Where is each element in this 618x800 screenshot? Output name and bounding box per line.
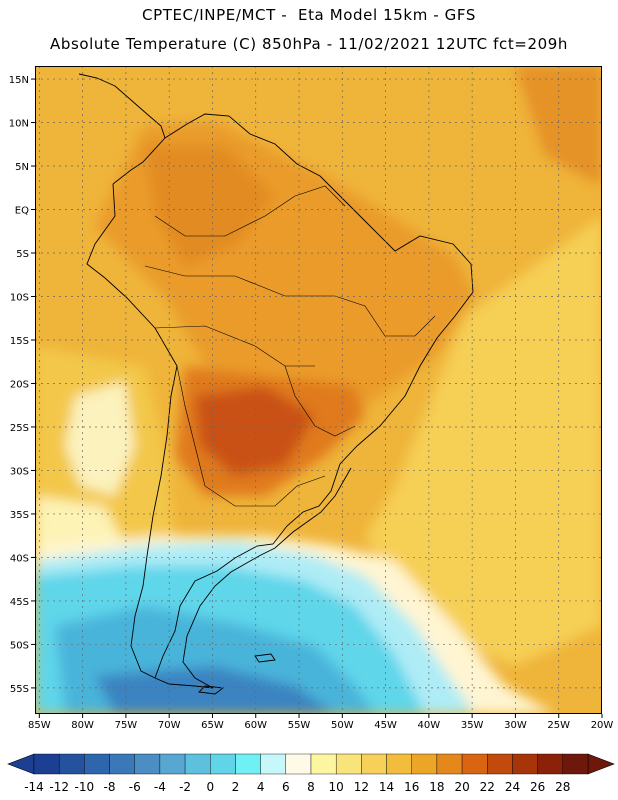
lon-tick-label: 70W (158, 720, 181, 731)
lon-tick-label: 60W (244, 720, 267, 731)
colorbar-label: 22 (480, 780, 495, 794)
colorbar-swatch (562, 753, 589, 775)
lon-tick-label: 55W (288, 720, 311, 731)
temperature-field (35, 66, 602, 714)
lat-tick-label: 35S (10, 510, 29, 521)
colorbar-label: -6 (129, 780, 141, 794)
lat-tick-label: 5N (15, 162, 29, 173)
graticule (35, 66, 602, 714)
colorbar-label: 14 (379, 780, 394, 794)
border-northern (154, 185, 346, 237)
colorbar-label: 26 (530, 780, 545, 794)
lat-tick-label: 45S (10, 597, 29, 608)
lon-tick-label: 85W (28, 720, 51, 731)
borders (144, 185, 436, 507)
lat-tick-label: 15S (10, 336, 29, 347)
coastline-central-america (78, 73, 166, 139)
lon-tick-label: 20W (591, 720, 614, 731)
colorbar-label: -12 (49, 780, 69, 794)
colorbar-label: 24 (505, 780, 520, 794)
colorbar-high-arrow (587, 753, 615, 775)
map-frame (35, 66, 602, 714)
colorbar-label: 20 (454, 780, 469, 794)
colorbar-label: 16 (404, 780, 419, 794)
lon-tick-label: 50W (331, 720, 354, 731)
colorbar-swatch (33, 753, 60, 775)
colorbar-swatch (361, 753, 387, 775)
colorbar-label: -4 (154, 780, 166, 794)
field-atlantic-warm (365, 216, 602, 666)
colorbar-label: 28 (555, 780, 570, 794)
lon-tick-label: 35W (461, 720, 484, 731)
lat-tick-label: 25S (10, 423, 29, 434)
colorbar-swatch (335, 753, 362, 775)
lat-tick-label: 15N (9, 75, 29, 86)
lon-tick-label: 75W (115, 720, 138, 731)
colorbar-label: -14 (24, 780, 44, 794)
lon-tick-label: 25W (547, 720, 570, 731)
lat-tick-label: EQ (15, 206, 29, 217)
colorbar-swatch (310, 753, 337, 775)
colorbar-low-arrow (7, 753, 35, 775)
colorbar-swatch (386, 753, 412, 775)
colorbar-label: 18 (429, 780, 444, 794)
colorbar-swatch (109, 753, 135, 775)
colorbar-swatch (210, 753, 236, 775)
colorbar-label: 6 (282, 780, 290, 794)
lon-tick-label: 40W (418, 720, 441, 731)
lat-tick-label: 40S (10, 553, 29, 564)
colorbar-swatch (285, 753, 312, 775)
colorbar-label: 10 (329, 780, 344, 794)
colorbar-swatch (184, 753, 211, 775)
colorbar-label: 8 (307, 780, 315, 794)
lat-tick-label: 5S (16, 249, 29, 260)
border-peru-brazil (144, 265, 335, 297)
colorbar-swatch (411, 753, 438, 775)
lat-tick-label: 20S (10, 379, 29, 390)
colorbar-swatch (134, 753, 161, 775)
coastline-falklands (254, 653, 276, 663)
border-paraguay (284, 365, 356, 437)
lat-tick-label: 30S (10, 466, 29, 477)
colorbar: -14 -12 -10 -8 -6 -4 -2 0 2 4 6 8 10 12 14 16 18 20 22 24 26… (7, 753, 615, 794)
lon-tick-label: 65W (201, 720, 224, 731)
colorbar-swatch (84, 753, 110, 775)
temperature-map (35, 66, 602, 714)
colorbar-swatch (436, 753, 463, 775)
lat-tick-label: 10N (9, 119, 29, 130)
field-land-north (145, 146, 275, 266)
colorbar-label: -2 (179, 780, 191, 794)
border-bolivia (154, 325, 315, 367)
lon-tick-label: 45W (374, 720, 397, 731)
chart-title: CPTEC/INPE/MCT - Eta Model 15km - GFS (142, 6, 476, 24)
border-argentina (176, 365, 326, 507)
colorbar-label: 2 (232, 780, 240, 794)
lat-tick-label: 10S (10, 292, 29, 303)
lat-tick-label: 50S (10, 640, 29, 651)
colorbar-swatch (487, 753, 513, 775)
colorbar-swatch (58, 753, 85, 775)
colorbar-label: -8 (104, 780, 116, 794)
colorbar-swatch (235, 753, 261, 775)
chart-subtitle: Absolute Temperature (C) 850hPa - 11/02/… (49, 35, 569, 53)
coastline-east (112, 113, 474, 689)
lon-tick-label: 30W (504, 720, 527, 731)
colorbar-label: 4 (257, 780, 265, 794)
coastline-tierra-del-fuego (198, 685, 225, 695)
colorbar-label: 12 (354, 780, 369, 794)
colorbar-swatch (537, 753, 564, 775)
field-hotspot (195, 386, 315, 476)
colorbar-swatch (159, 753, 186, 775)
colorbar-swatch (260, 753, 287, 775)
border-brazil-states (334, 295, 436, 337)
lon-tick-label: 80W (71, 720, 94, 731)
colorbar-swatch (512, 753, 538, 775)
colorbar-label: 0 (206, 780, 214, 794)
lat-tick-label: 55S (10, 684, 29, 695)
colorbar-label: -10 (75, 780, 95, 794)
colorbar-swatch (461, 753, 488, 775)
